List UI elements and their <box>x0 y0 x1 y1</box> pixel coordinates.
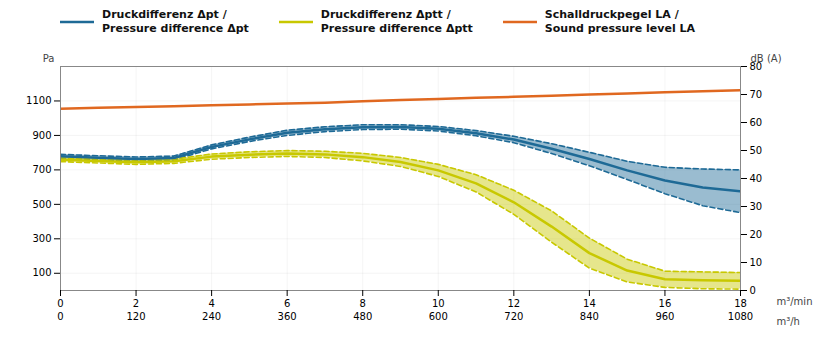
svg-text:100: 100 <box>32 267 51 278</box>
html-text:Druckdifferenz Δptt /: Druckdifferenz Δptt / <box>320 8 451 21</box>
svg-text:0: 0 <box>750 285 756 296</box>
svg-text:16: 16 <box>659 298 672 309</box>
svg-text:360: 360 <box>278 311 297 322</box>
svg-text:Pa: Pa <box>43 53 55 64</box>
html-text:Pressure difference Δpt: Pressure difference Δpt <box>102 22 249 35</box>
svg-text:80: 80 <box>749 60 763 72</box>
svg-text:m³/min: m³/min <box>777 296 813 307</box>
svg-text:70: 70 <box>750 89 763 100</box>
svg-text:0: 0 <box>57 311 63 322</box>
svg-text:10: 10 <box>750 257 763 268</box>
svg-text:20: 20 <box>750 229 763 240</box>
html-text:Pressure difference Δptt: Pressure difference Δptt <box>320 22 473 35</box>
svg-text:0: 0 <box>57 298 63 309</box>
svg-text:4: 4 <box>208 298 214 309</box>
svg-text:50: 50 <box>750 145 763 156</box>
svg-text:600: 600 <box>429 311 448 322</box>
html-text:Druckdifferenz Δpt /: Druckdifferenz Δpt / <box>102 8 227 21</box>
html-text:Schalldruckpegel LA /: Schalldruckpegel LA / <box>544 8 679 21</box>
svg-text:500: 500 <box>32 199 51 210</box>
svg-text:m³/h: m³/h <box>777 316 800 327</box>
svg-text:60: 60 <box>750 117 763 128</box>
svg-text:720: 720 <box>504 311 523 322</box>
svg-text:120: 120 <box>127 311 146 322</box>
svg-text:10: 10 <box>432 298 445 309</box>
svg-text:2: 2 <box>133 298 139 309</box>
svg-text:8: 8 <box>360 298 366 309</box>
svg-text:700: 700 <box>32 164 51 175</box>
svg-text:1100: 1100 <box>26 95 51 106</box>
svg-text:12: 12 <box>507 298 520 309</box>
svg-text:14: 14 <box>583 298 596 309</box>
svg-text:dB (A): dB (A) <box>751 53 782 64</box>
svg-text:40: 40 <box>750 173 763 184</box>
svg-text:6: 6 <box>284 298 290 309</box>
svg-text:480: 480 <box>353 311 372 322</box>
svg-text:960: 960 <box>655 311 674 322</box>
svg-text:300: 300 <box>32 233 51 244</box>
svg-text:900: 900 <box>32 130 51 141</box>
svg-text:30: 30 <box>750 201 763 212</box>
svg-text:840: 840 <box>580 311 599 322</box>
svg-text:18: 18 <box>734 298 747 309</box>
svg-text:240: 240 <box>202 311 221 322</box>
svg-text:1080: 1080 <box>728 311 753 322</box>
html-text:Sound pressure level LA: Sound pressure level LA <box>544 22 696 35</box>
